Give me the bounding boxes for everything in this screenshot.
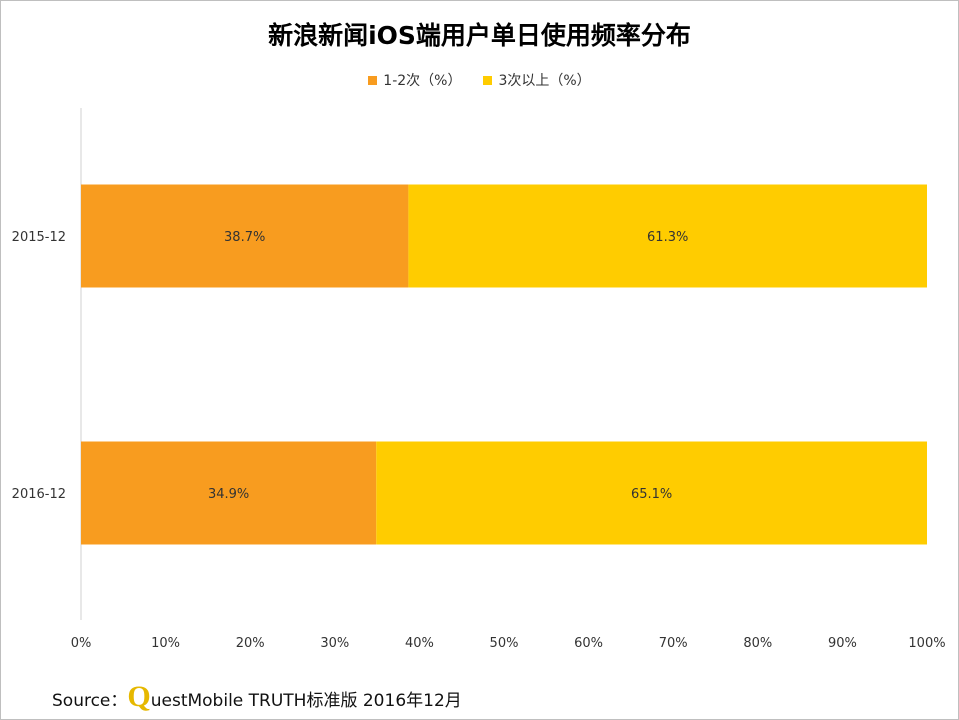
- data-label-2016-12-series-1: 34.9%: [208, 487, 249, 502]
- legend-item-series-2: 3次以上（%）: [483, 70, 591, 90]
- source-text: uestMobile TRUTH标准版 2016年12月: [150, 691, 462, 711]
- bar-2015-12-series-2: [408, 184, 928, 288]
- x-tick-label: 30%: [320, 636, 349, 651]
- data-label-2016-12-series-2: 65.1%: [631, 487, 672, 502]
- bar-2016-12-series-2: [376, 441, 927, 545]
- legend-label-series-2: 3次以上（%）: [498, 73, 591, 89]
- legend-label-series-1: 1-2次（%）: [383, 73, 462, 89]
- legend-swatch-series-2: [483, 75, 493, 85]
- x-tick-label: 60%: [574, 636, 603, 651]
- legend-item-series-1: 1-2次（%）: [368, 70, 461, 90]
- bar-2016-12-series-1: [81, 441, 377, 545]
- x-tick-label: 10%: [151, 636, 180, 651]
- x-tick-label: 70%: [659, 636, 688, 651]
- chart-title: 新浪新闻iOS端用户单日使用频率分布: [268, 21, 691, 50]
- y-tick-label-2015-12: 2015-12: [12, 230, 66, 245]
- x-tick-label: 40%: [405, 636, 434, 651]
- x-tick-label: 20%: [236, 636, 265, 651]
- data-label-2015-12-series-1: 38.7%: [224, 230, 265, 245]
- source-prefix: Source：: [52, 691, 128, 711]
- data-label-2015-12-series-2: 61.3%: [647, 230, 688, 245]
- source-note: Source： Q uestMobile TRUTH标准版 2016年12月: [52, 682, 462, 712]
- x-tick-label: 90%: [828, 636, 857, 651]
- bar-2015-12-series-1: [81, 184, 409, 288]
- questmobile-logo-letter: Q: [127, 680, 151, 713]
- legend-swatch-series-1: [368, 75, 378, 85]
- x-tick-label: 0%: [71, 636, 92, 651]
- x-tick-label: 100%: [908, 636, 945, 651]
- x-tick-label: 80%: [743, 636, 772, 651]
- x-tick-label: 50%: [490, 636, 519, 651]
- y-tick-label-2016-12: 2016-12: [12, 487, 66, 502]
- chart-legend: 1-2次（%） 3次以上（%）: [0, 70, 959, 90]
